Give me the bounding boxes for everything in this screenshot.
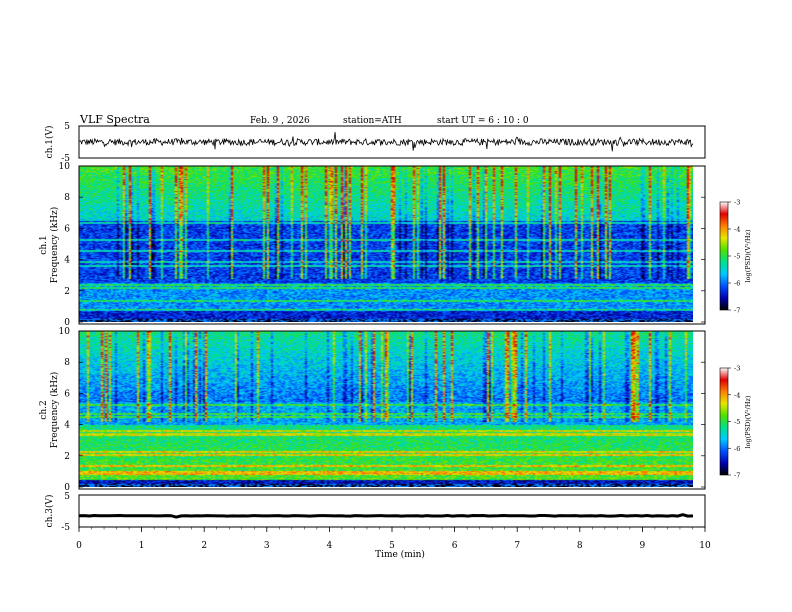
- colorbar-tick-label: -4: [734, 226, 740, 234]
- ch3-ytick-bottom: -5: [61, 523, 70, 533]
- ch1-spectrogram-image: [79, 166, 693, 322]
- xtick-label: 0: [76, 541, 82, 551]
- colorbar-tick-label: -6: [734, 280, 740, 288]
- ytick-label: 0: [64, 483, 70, 493]
- ch1-spectrogram-panel: 0 2 4 6 8 10 ch.1 Frequency (kHz) -3 -4 -5 -6 -7 …: [39, 162, 752, 328]
- ch2-spectrogram-frame: [78, 330, 706, 490]
- ytick-label: 6: [64, 389, 70, 399]
- ch1-waveform-trace: [78, 132, 694, 152]
- ytick-label: 6: [64, 224, 70, 234]
- ch3-ytick-top: 5: [64, 492, 70, 502]
- colorbar-tick-label: -5: [734, 253, 740, 261]
- ytick-label: 4: [64, 421, 70, 431]
- xtick-label: 8: [577, 541, 583, 551]
- ch1-waveform-panel: 5 -5 ch.1(V): [44, 122, 706, 164]
- colorbar-tick-label: -3: [734, 199, 740, 207]
- ch2-spectrogram-ylabel: Frequency (kHz): [49, 372, 60, 449]
- ytick-label: 8: [64, 358, 70, 368]
- xtick-label: 1: [139, 541, 145, 551]
- ch1-spectrogram-ylabel: Frequency (kHz): [49, 207, 60, 284]
- time-axis-ticks: 0 1 2 3 4 5 6 7 8 9 10: [76, 527, 711, 551]
- ch3-waveform-ylabel: ch.3(V): [44, 495, 55, 528]
- ch2-colorbar-label: log(PSD)(V²/Hz): [744, 395, 752, 448]
- ch1-spectrogram-yticks: 0 2 4 6 8 10: [59, 162, 705, 328]
- ytick-label: 2: [64, 287, 70, 297]
- ch2-spectrogram-channel-label: ch.2: [39, 400, 49, 419]
- ch1-ytick-bottom: -5: [61, 154, 70, 164]
- ch2-colorbar-bar: [719, 367, 729, 476]
- xtick-label: 5: [389, 541, 395, 551]
- xtick-label: 9: [640, 541, 646, 551]
- colorbar-tick-label: -5: [734, 418, 740, 426]
- ytick-label: 0: [64, 318, 70, 328]
- ch1-colorbar-label: log(PSD)(V²/Hz): [744, 229, 752, 282]
- colorbar-tick-label: -7: [734, 472, 740, 480]
- ytick-label: 8: [64, 193, 70, 203]
- ytick-label: 2: [64, 452, 70, 462]
- ch1-colorbar: -3 -4 -5 -6 -7 log(PSD)(V²/Hz): [719, 199, 752, 315]
- ch2-spectrogram-yticks: 0 2 4 6 8 10: [59, 327, 705, 493]
- ch2-spectrogram-panel: 0 2 4 6 8 10 ch.2 Frequency (kHz) -3 -4 -5 -6 -7 …: [39, 327, 752, 493]
- ch1-spectrogram-frame: [78, 165, 706, 325]
- xtick-label: 7: [514, 541, 520, 551]
- ch3-waveform-frame: [78, 494, 706, 528]
- ch2-colorbar-ticks: -3 -4 -5 -6 -7: [728, 365, 740, 480]
- station-label: station=ATH: [343, 116, 402, 126]
- ch3-waveform-trace: [78, 513, 694, 519]
- colorbar-tick-label: -6: [734, 445, 740, 453]
- xtick-label: 10: [699, 541, 711, 551]
- ytick-label: 10: [59, 162, 71, 172]
- colorbar-tick-label: -3: [734, 365, 740, 373]
- xtick-label: 3: [264, 541, 270, 551]
- start-time-label: start UT = 6 : 10 : 0: [437, 116, 529, 126]
- ytick-label: 10: [59, 327, 71, 337]
- xtick-label: 4: [327, 541, 333, 551]
- colorbar-tick-label: -7: [734, 307, 740, 315]
- figure-title: VLF Spectra: [79, 113, 150, 126]
- ch3-waveform-panel: 5 -5 ch.3(V) 0 1 2 3 4 5 6 7 8 9 10 Time (min): [44, 492, 711, 560]
- xtick-label: 6: [452, 541, 458, 551]
- ch2-spectrogram-image: [79, 331, 693, 487]
- ch1-colorbar-bar: [719, 201, 729, 311]
- ch1-waveform-ylabel: ch.1(V): [44, 126, 55, 159]
- ch1-ytick-top: 5: [64, 122, 70, 132]
- ch2-colorbar: -3 -4 -5 -6 -7 log(PSD)(V²/Hz): [719, 365, 752, 480]
- date-label: Feb. 9 , 2026: [250, 116, 310, 126]
- ch1-spectrogram-channel-label: ch.1: [39, 235, 49, 254]
- ch1-colorbar-ticks: -3 -4 -5 -6 -7: [728, 199, 740, 315]
- xtick-label: 2: [201, 541, 207, 551]
- ytick-label: 4: [64, 256, 70, 266]
- colorbar-tick-label: -4: [734, 391, 740, 399]
- time-axis-label: Time (min): [375, 549, 425, 560]
